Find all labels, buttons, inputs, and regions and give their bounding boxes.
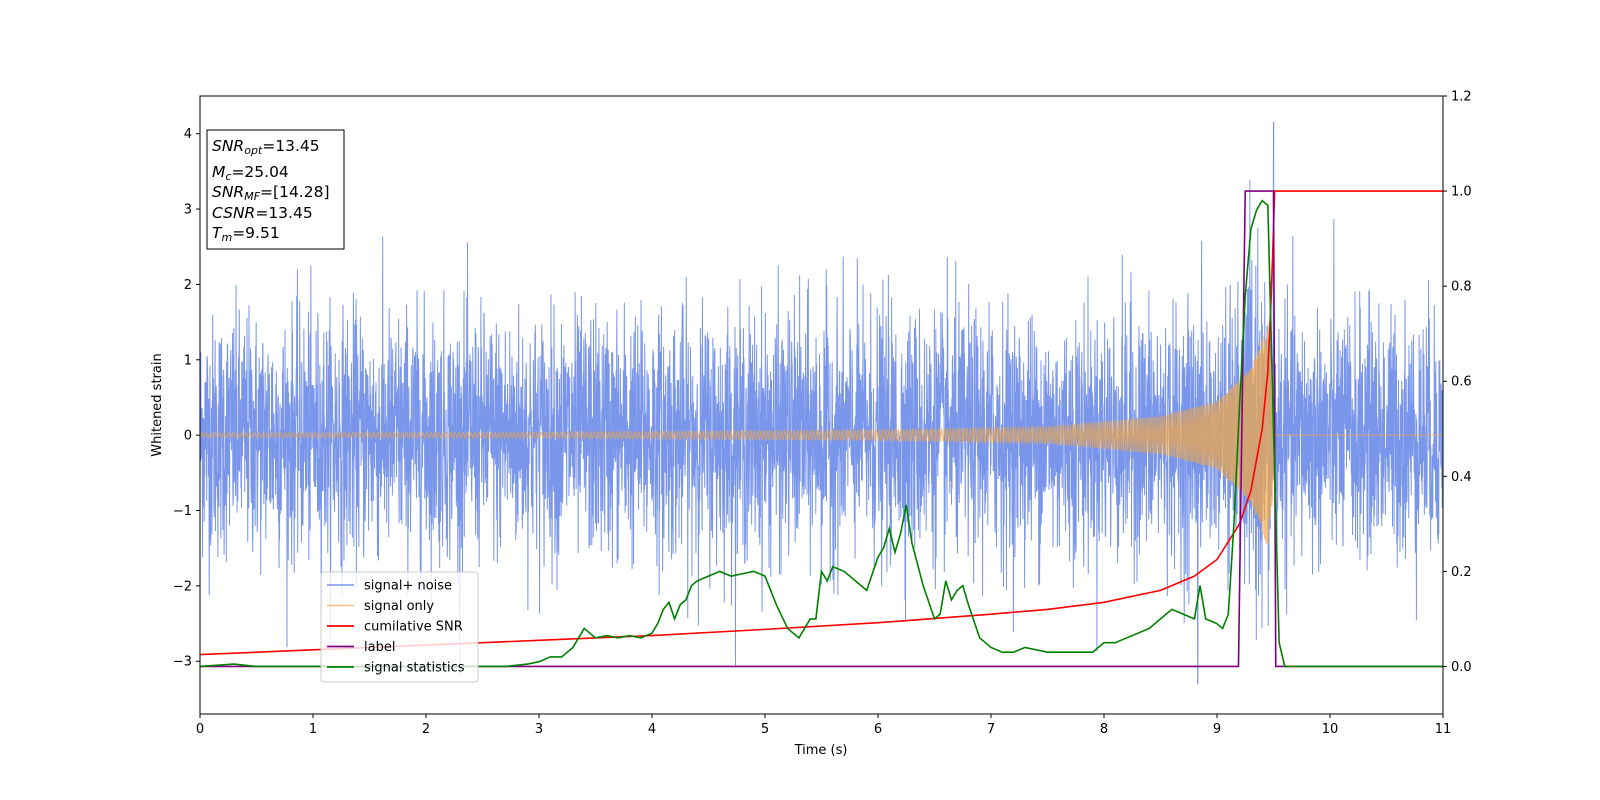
y-tick-label: −1 — [173, 504, 192, 519]
x-tick-label: 1 — [309, 722, 317, 737]
x-tick-label: 3 — [535, 722, 543, 737]
legend-label: signal statistics — [364, 661, 465, 676]
annotation-box: SNRopt=13.45 Mc=25.04 SNRMF=[14.28] CSNR… — [206, 129, 345, 250]
plot-frame — [199, 95, 1444, 715]
legend-label: signal only — [364, 599, 434, 614]
legend-label: label — [364, 640, 395, 655]
y-axis-right: 0.0 0.2 0.4 0.6 0.8 1.0 1.2 — [1443, 90, 1472, 675]
x-tick-label: 7 — [987, 722, 995, 737]
y2-tick-label: 0.0 — [1451, 660, 1472, 675]
annotation-mc: Mc=25.04 — [212, 163, 289, 183]
annotation-snr-mf: SNRMF=[14.28] — [212, 183, 330, 203]
y-axis-label: Whitened strain — [150, 353, 165, 456]
x-tick-label: 10 — [1322, 722, 1339, 737]
legend-label: cumilative SNR — [364, 620, 463, 635]
x-tick-label: 2 — [422, 722, 430, 737]
x-axis: 0 1 2 3 4 5 6 7 8 9 10 11 — [196, 714, 1451, 737]
y-tick-label: −3 — [173, 655, 192, 670]
y-tick-label: 2 — [184, 278, 192, 293]
y-tick-label: −2 — [173, 579, 192, 594]
plot-area — [200, 121, 1443, 685]
y-tick-label: 4 — [184, 127, 192, 142]
y2-tick-label: 0.4 — [1451, 470, 1472, 485]
x-tick-label: 6 — [874, 722, 882, 737]
legend-label: signal+ noise — [364, 579, 452, 594]
legend: signal+ noise signal only cumilative SNR la… — [320, 571, 479, 683]
y2-tick-label: 1.2 — [1451, 90, 1472, 105]
y-tick-label: 3 — [184, 203, 192, 218]
y2-tick-label: 0.6 — [1451, 375, 1472, 390]
series-signal-statistics — [200, 199, 1443, 668]
annotation-snr-opt: SNRopt=13.45 — [212, 137, 320, 157]
x-tick-label: 8 — [1100, 722, 1108, 737]
annotation-csnr: CSNR=13.45 — [212, 204, 313, 222]
y2-tick-label: 0.8 — [1451, 280, 1472, 295]
annotation-tm: Tm=9.51 — [212, 224, 280, 244]
x-axis-label: Time (s) — [794, 743, 848, 758]
x-tick-label: 4 — [648, 722, 656, 737]
x-tick-label: 11 — [1435, 722, 1452, 737]
y2-tick-label: 0.2 — [1451, 565, 1472, 580]
y2-tick-label: 1.0 — [1451, 185, 1472, 200]
x-tick-label: 5 — [761, 722, 769, 737]
y-axis-left: −3 −2 −1 0 1 2 3 4 — [173, 127, 200, 670]
y-tick-label: 1 — [184, 353, 192, 368]
x-tick-label: 0 — [196, 722, 204, 737]
y-tick-label: 0 — [184, 429, 192, 444]
x-tick-label: 9 — [1213, 722, 1221, 737]
